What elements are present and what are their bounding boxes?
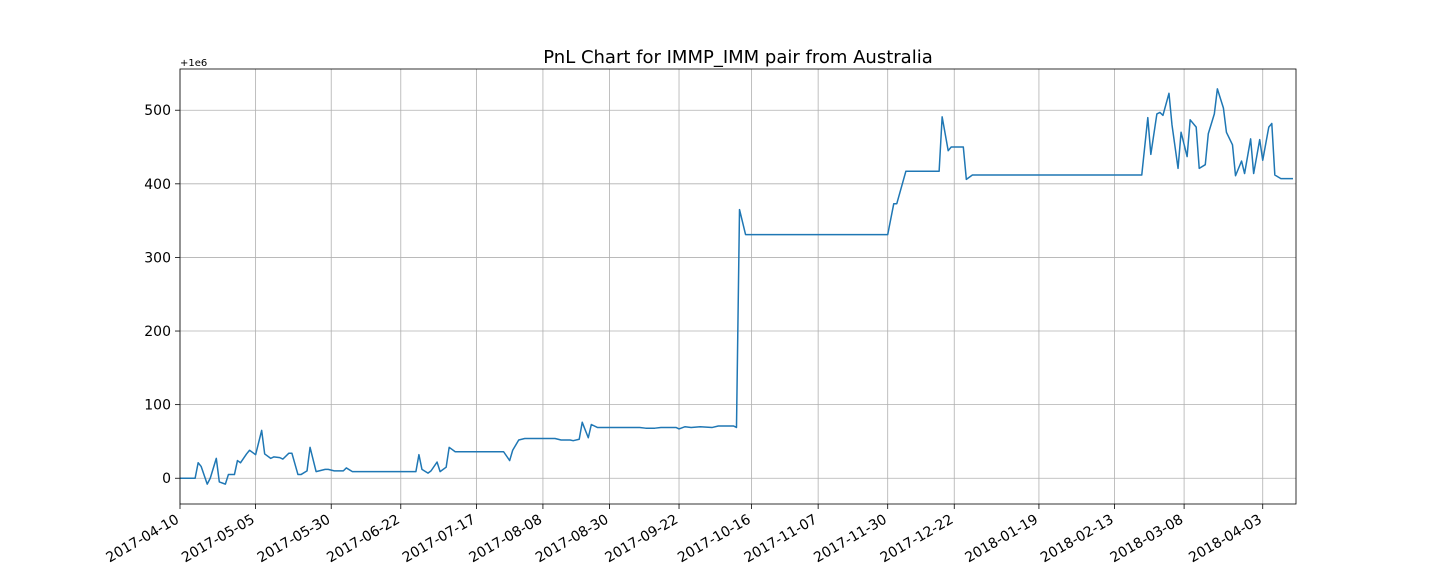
x-tick-label: 2017-09-22 [603, 512, 681, 567]
pnl-line [180, 88, 1293, 485]
x-tick-label: 2017-05-30 [255, 512, 333, 567]
x-tick-label: 2017-12-22 [878, 512, 956, 567]
y-tick-label: 500 [144, 103, 171, 119]
x-tick-label: 2017-04-10 [104, 512, 182, 567]
x-tick-label: 2018-03-08 [1108, 512, 1186, 567]
y-tick-label: 100 [144, 398, 171, 414]
x-tick-label: 2018-01-19 [962, 512, 1040, 567]
x-tick-label: 2017-10-16 [675, 512, 754, 567]
x-tick-label: 2017-11-30 [811, 512, 889, 567]
y-offset-label: +1e6 [180, 58, 207, 69]
x-tick-label: 2017-08-08 [466, 512, 544, 567]
x-tick-label: 2018-04-03 [1186, 512, 1264, 567]
x-tick-label: 2017-08-30 [533, 512, 611, 567]
y-tick-label: 300 [144, 250, 171, 266]
plot-frame [179, 68, 1297, 505]
x-tick-label: 2017-07-17 [400, 512, 478, 567]
chart-title: PnL Chart for IMMP_IMM pair from Austral… [543, 47, 932, 68]
x-tick-label: 2017-11-07 [742, 512, 820, 567]
y-tick-label: 0 [162, 471, 171, 487]
y-tick-label: 400 [144, 177, 171, 193]
x-tick-label: 2017-06-22 [324, 512, 402, 567]
x-tick-label: 2017-05-05 [179, 512, 257, 567]
y-tick-label: 200 [144, 324, 171, 340]
x-tick-label: 2018-02-13 [1038, 512, 1116, 567]
